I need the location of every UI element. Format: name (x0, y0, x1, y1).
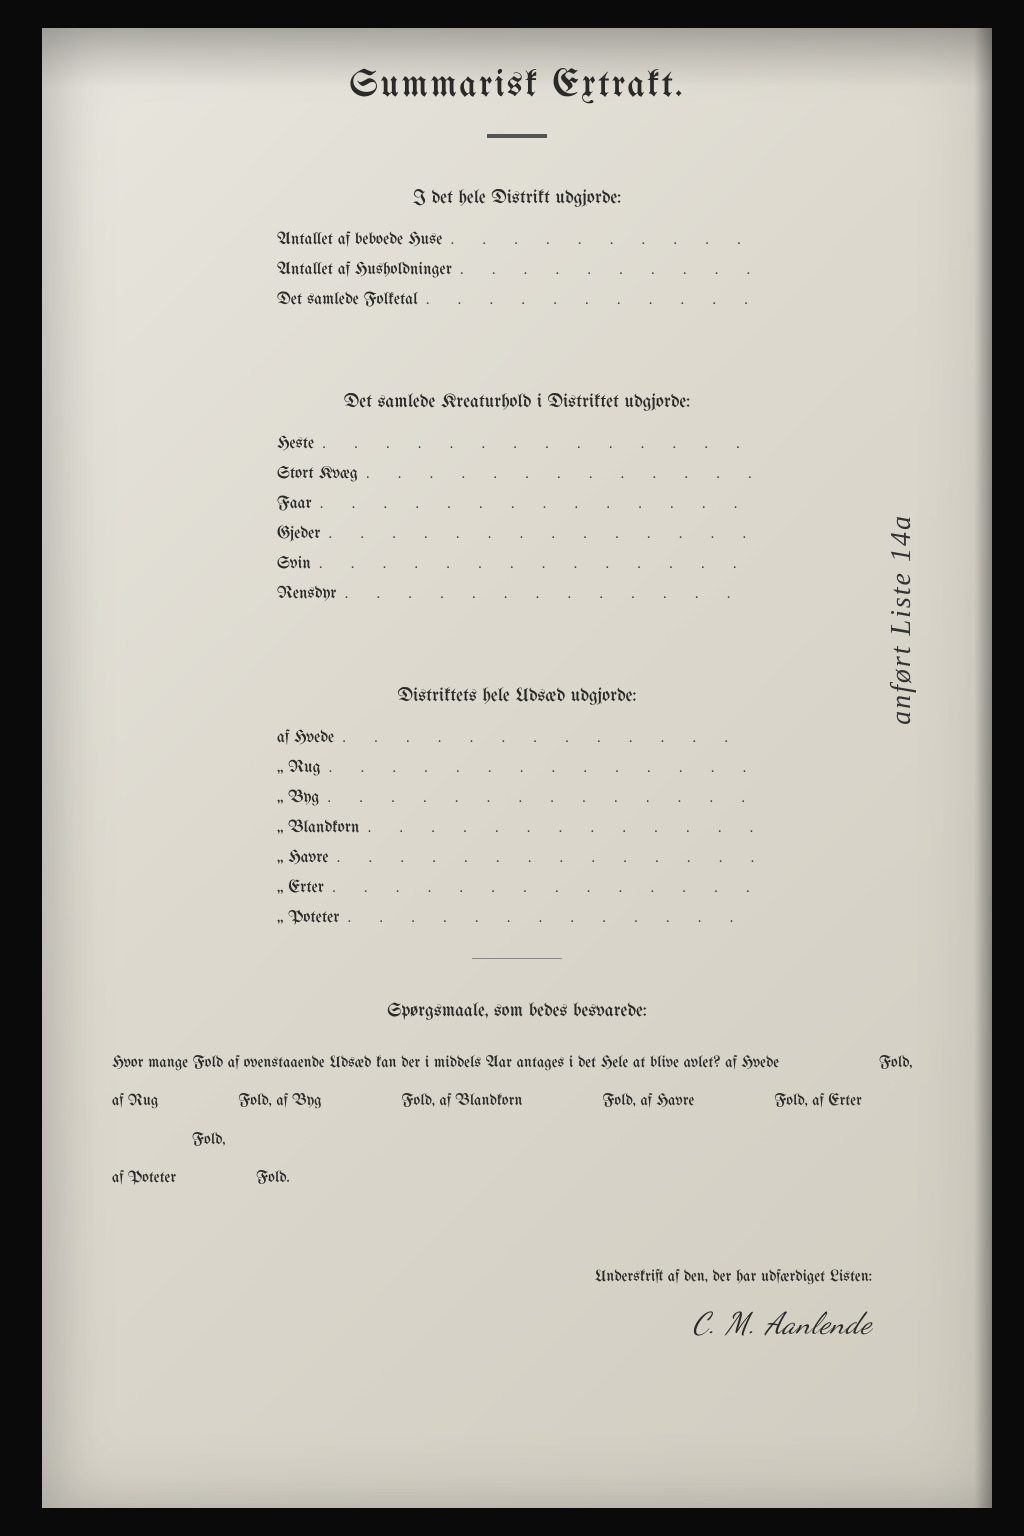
item-label: „ Byg (277, 790, 327, 807)
list-item: Heste . . . . . . . . . . . . . . (277, 436, 757, 454)
dot-leader: . . . . . . . . . . . . . . (366, 467, 757, 484)
question-part-post: Fold, (774, 1093, 807, 1110)
item-label: Faar (277, 496, 320, 513)
handwritten-margin-note: anført Liste 14a (886, 514, 918, 725)
dot-leader: . . . . . . . . . . . . . . (367, 821, 757, 838)
list-item: af Hvede . . . . . . . . . . . . . . (277, 730, 757, 748)
section-2: Det samlede Kreaturhold i Distriktet udg… (102, 392, 932, 604)
question-part-post: Fold, (402, 1093, 435, 1110)
dot-leader: . . . . . . . . . . . . . . (337, 851, 757, 868)
signature-label: Underskrift af den, der har udfærdiget L… (102, 1269, 872, 1286)
item-label: Heste (277, 436, 322, 453)
question-part: af Byg (276, 1093, 321, 1110)
divider (472, 958, 562, 959)
section-2-list: Heste . . . . . . . . . . . . . . Stort … (277, 436, 757, 604)
list-item: Faar . . . . . . . . . . . . . . (277, 496, 757, 514)
section-1: I det hele Distrikt udgjorde: Antallet a… (102, 188, 932, 310)
list-item: Svin . . . . . . . . . . . . . . (277, 556, 757, 574)
item-label: „ Blandkorn (277, 820, 367, 837)
dot-leader: . . . . . . . . . . . . . . (329, 761, 757, 778)
list-item: „ Erter . . . . . . . . . . . . . . (277, 880, 757, 898)
list-item: Antallet af Husholdninger . . . . . . . … (277, 262, 757, 280)
item-label: Antallet af beboede Huse (277, 232, 450, 249)
list-item: Stort Kvæg . . . . . . . . . . . . . . (277, 466, 757, 484)
item-label: „ Erter (277, 880, 332, 897)
dot-leader: . . . . . . . . . . . . . . (332, 881, 757, 898)
item-label: Rensdyr (277, 586, 344, 603)
section-2-heading: Det samlede Kreaturhold i Distriktet udg… (102, 392, 932, 412)
page-title: Summarisk Extrakt. (102, 66, 932, 138)
section-3-heading: Distriktets hele Udsæd udgjorde: (102, 686, 932, 706)
question-part: af Erter (812, 1093, 862, 1110)
question-part: af Blandkorn (439, 1093, 522, 1110)
document-page: Summarisk Extrakt. I det hele Distrikt u… (42, 28, 992, 1508)
item-label: „ Rug (277, 760, 329, 777)
dot-leader: . . . . . . . . . . . . . . (450, 233, 757, 250)
dot-leader: . . . . . . . . . . . . . . (319, 557, 757, 574)
dot-leader: . . . . . . . . . . . . . . (426, 293, 757, 310)
list-item: „ Poteter . . . . . . . . . . . . . . (277, 910, 757, 928)
question-part: af Poteter (112, 1170, 176, 1187)
section-3: Distriktets hele Udsæd udgjorde: af Hved… (102, 686, 932, 928)
signature-value: C. M. Aanlende (102, 1306, 872, 1342)
list-item: „ Havre . . . . . . . . . . . . . . (277, 850, 757, 868)
list-item: Rensdyr . . . . . . . . . . . . . . (277, 586, 757, 604)
list-item: Gjeder . . . . . . . . . . . . . . (277, 526, 757, 544)
section-3-list: af Hvede . . . . . . . . . . . . . . „ R… (277, 730, 757, 928)
question-line1-pre: Hvor mange Fold af ovenstaaende Udsæd ka… (112, 1055, 779, 1072)
item-label: Det samlede Folketal (277, 292, 426, 309)
questions-section: Spørgsmaale, som bedes besvarede: Hvor m… (102, 1001, 932, 1199)
questions-body: Hvor mange Fold af ovenstaaende Udsæd ka… (102, 1045, 932, 1199)
dot-leader: . . . . . . . . . . . . . . (344, 587, 757, 604)
item-label: „ Havre (277, 850, 337, 867)
question-part-post: Fold. (256, 1170, 290, 1187)
question-part: af Havre (640, 1093, 694, 1110)
dot-leader: . . . . . . . . . . . . . . (342, 731, 757, 748)
questions-heading: Spørgsmaale, som bedes besvarede: (102, 1001, 932, 1021)
list-item: „ Byg . . . . . . . . . . . . . . (277, 790, 757, 808)
question-part: af Rug (112, 1093, 158, 1110)
dot-leader: . . . . . . . . . . . . . . (328, 527, 757, 544)
page-shadow-right (974, 28, 992, 1508)
signature-block: Underskrift af den, der har udfærdiget L… (102, 1269, 932, 1342)
list-item: Det samlede Folketal . . . . . . . . . .… (277, 292, 757, 310)
item-label: af Hvede (277, 730, 342, 747)
list-item: „ Blandkorn . . . . . . . . . . . . . . (277, 820, 757, 838)
dot-leader: . . . . . . . . . . . . . . (327, 791, 757, 808)
question-part-post: Fold, (602, 1093, 635, 1110)
item-label: Gjeder (277, 526, 328, 543)
section-1-list: Antallet af beboede Huse . . . . . . . .… (277, 232, 757, 310)
question-line1-post: Fold, (879, 1055, 912, 1072)
list-item: Antallet af beboede Huse . . . . . . . .… (277, 232, 757, 250)
item-label: Stort Kvæg (277, 466, 366, 483)
item-label: Svin (277, 556, 319, 573)
item-label: Antallet af Husholdninger (277, 262, 460, 279)
section-1-heading: I det hele Distrikt udgjorde: (102, 188, 932, 208)
dot-leader: . . . . . . . . . . . . . . (320, 497, 757, 514)
dot-leader: . . . . . . . . . . . . . . (347, 911, 757, 928)
list-item: „ Rug . . . . . . . . . . . . . . (277, 760, 757, 778)
dot-leader: . . . . . . . . . . . . . . (322, 437, 757, 454)
question-part-post: Fold, (238, 1093, 271, 1110)
dot-leader: . . . . . . . . . . . . . . (460, 263, 757, 280)
question-part-post: Fold, (192, 1132, 225, 1149)
item-label: „ Poteter (277, 910, 347, 927)
